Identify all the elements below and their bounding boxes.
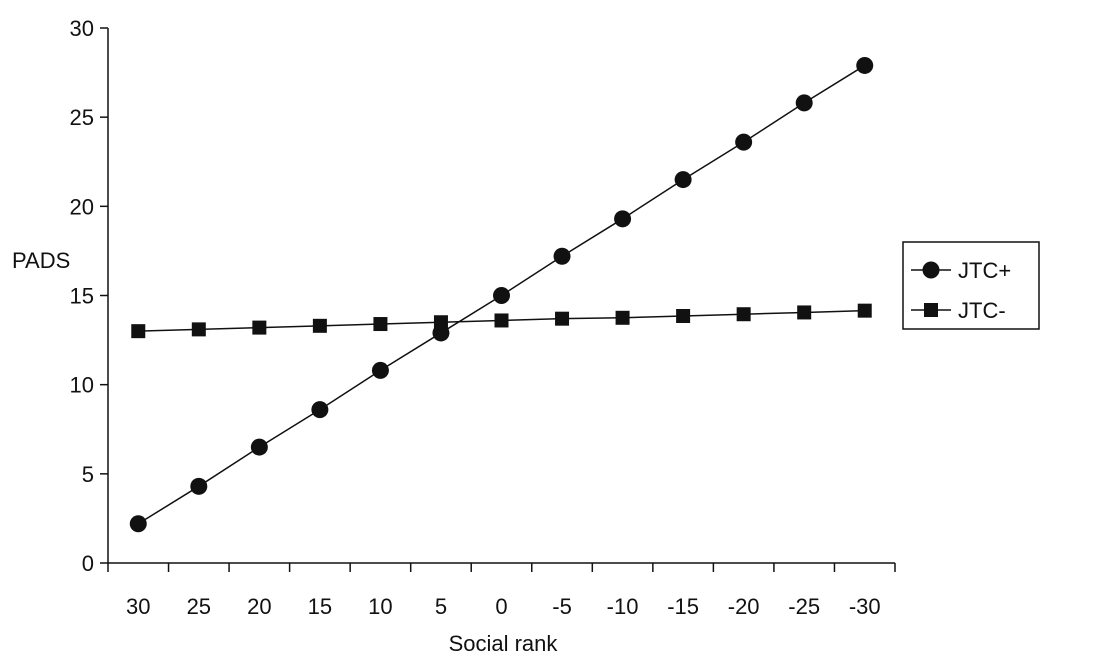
y-tick-label: 15 [70,284,94,309]
legend: JTC+ JTC- [902,241,1040,330]
y-tick-label: 10 [70,373,94,398]
data-point [311,401,329,419]
series-jtc-plus [129,56,874,533]
data-point [676,309,691,324]
y-tick-label: 30 [70,16,94,41]
data-point [856,56,874,74]
data-point [553,247,571,265]
legend-label-jtc-minus: JTC- [958,298,1006,323]
legend-label-jtc-plus: JTC+ [958,258,1011,283]
x-tick-label: -25 [788,594,820,619]
data-point [129,515,147,533]
data-point [555,311,570,326]
y-tick-label: 0 [82,551,94,576]
y-tick-label: 5 [82,462,94,487]
y-tick-label: 25 [70,105,94,130]
legend-item-jtc-minus: JTC- [911,298,1006,323]
data-point [131,324,146,339]
y-axis-title: PADS [12,248,70,273]
x-tick-label: 20 [247,594,271,619]
y-ticks: 0 5 10 15 20 25 30 [70,16,108,576]
x-tick-label: 5 [435,594,447,619]
x-tick-label: -15 [667,594,699,619]
data-point [857,303,872,318]
data-point [191,322,206,337]
x-tick-label: 30 [126,594,150,619]
data-point [797,305,812,320]
data-point [312,318,327,333]
x-tick-label: -20 [728,594,760,619]
x-tick-label: -5 [552,594,572,619]
data-point [736,307,751,322]
x-ticks: 30 25 20 15 10 5 0 -5 -10 -15 -20 -25 -30 [107,563,896,619]
data-point [494,313,509,328]
data-point [615,310,630,325]
legend-marker-jtc-minus [924,303,938,317]
data-point [373,317,388,332]
x-tick-label: 25 [187,594,211,619]
series-layer [129,56,874,533]
y-tick-label: 20 [70,194,94,219]
data-point [371,361,389,379]
data-point [252,320,267,335]
legend-item-jtc-plus: JTC+ [911,258,1011,283]
data-point [250,438,268,456]
x-axis-title: Social rank [449,631,559,656]
x-tick-label: -10 [607,594,639,619]
data-point [190,477,208,495]
x-tick-label: 0 [495,594,507,619]
x-tick-label: -30 [849,594,881,619]
data-point [493,287,510,304]
x-tick-label: 10 [368,594,392,619]
data-point [735,133,753,151]
data-point [795,94,813,112]
data-point [614,210,632,228]
x-tick-label: 15 [308,594,332,619]
series-jtc-minus [131,303,872,339]
data-point [674,171,692,189]
legend-marker-jtc-plus [922,261,940,279]
data-point [433,315,448,330]
